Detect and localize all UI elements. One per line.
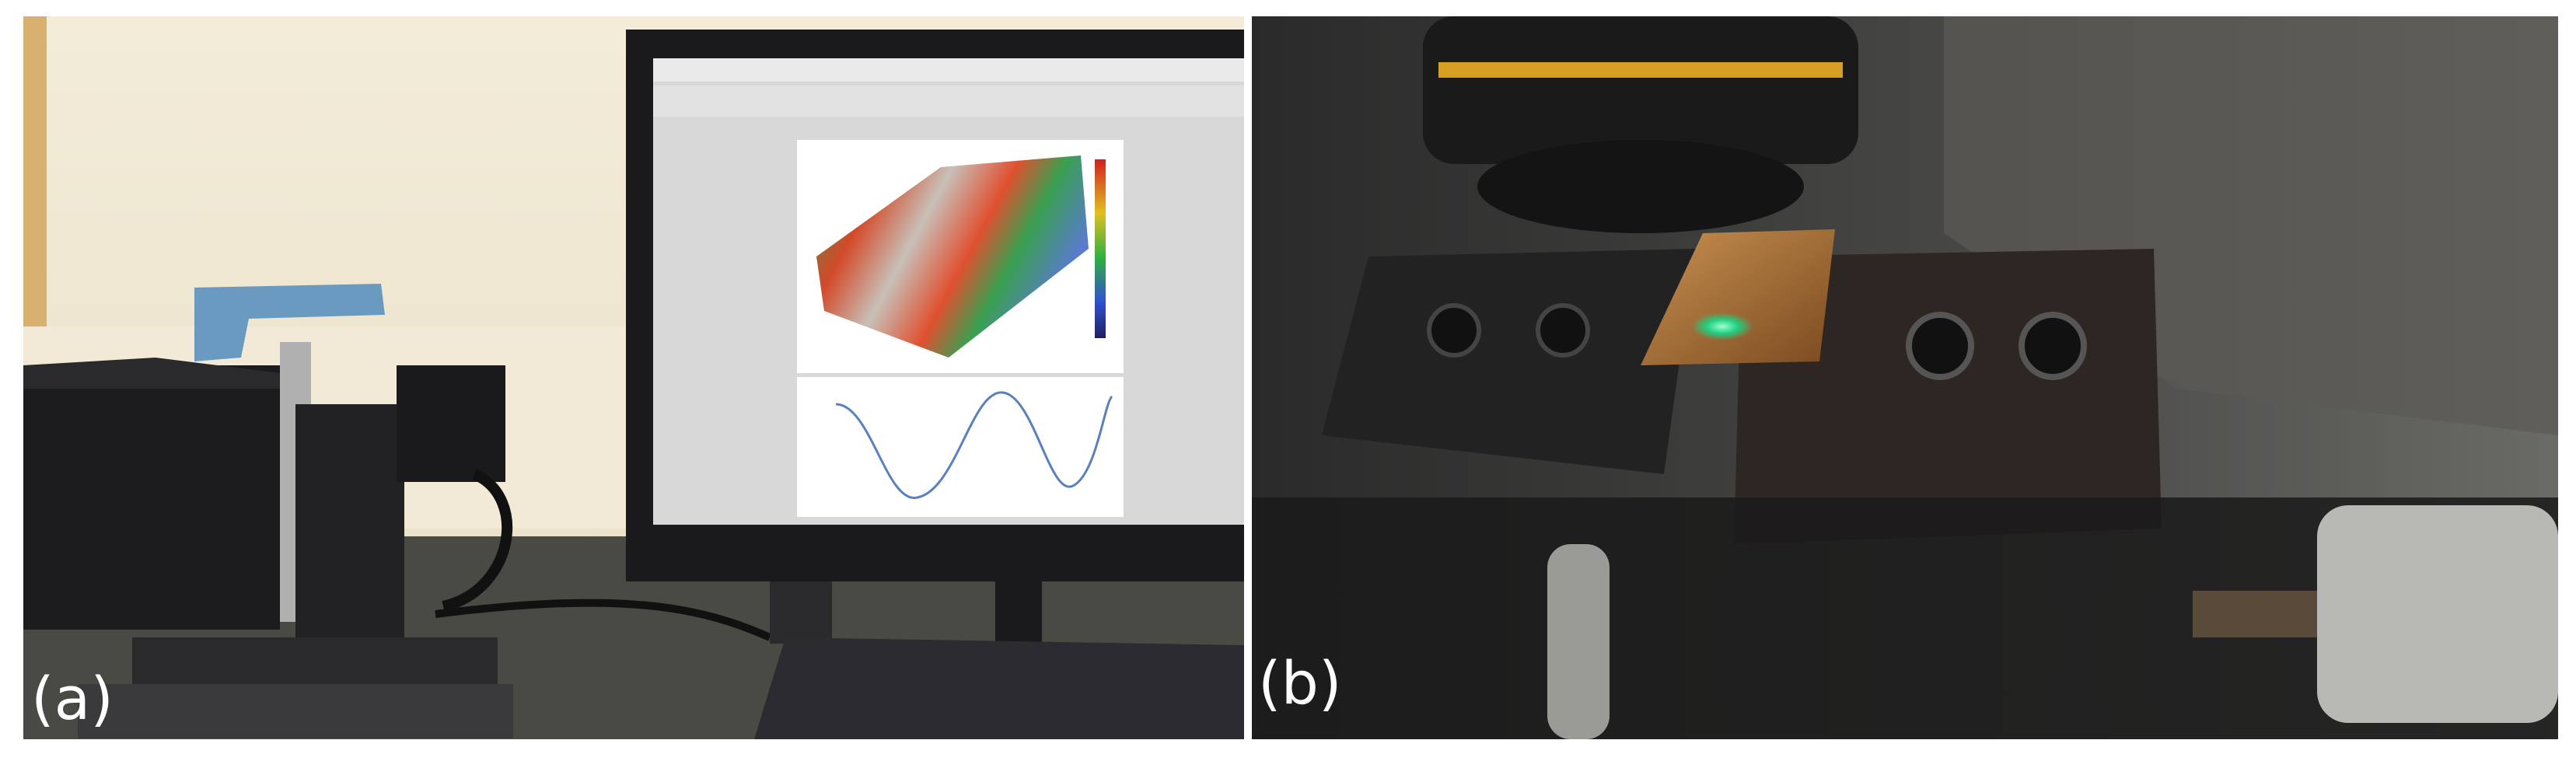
- screw: [2193, 591, 2317, 637]
- objective-lens: [1423, 16, 1858, 233]
- laser-spot: [1691, 312, 1753, 340]
- pin: [1547, 544, 1610, 739]
- panel-b: (b): [1252, 16, 2558, 739]
- panel-label: (b): [1258, 648, 1342, 717]
- door-frame: [23, 16, 47, 327]
- keyboard: [754, 637, 1244, 739]
- device: [23, 284, 772, 738]
- sample: [1641, 229, 1835, 365]
- holder-left: [1322, 249, 1695, 474]
- panel-a: (a): [23, 16, 1244, 739]
- monitor: [626, 30, 1244, 644]
- panel-label: (a): [31, 664, 114, 733]
- knob: [2317, 505, 2558, 723]
